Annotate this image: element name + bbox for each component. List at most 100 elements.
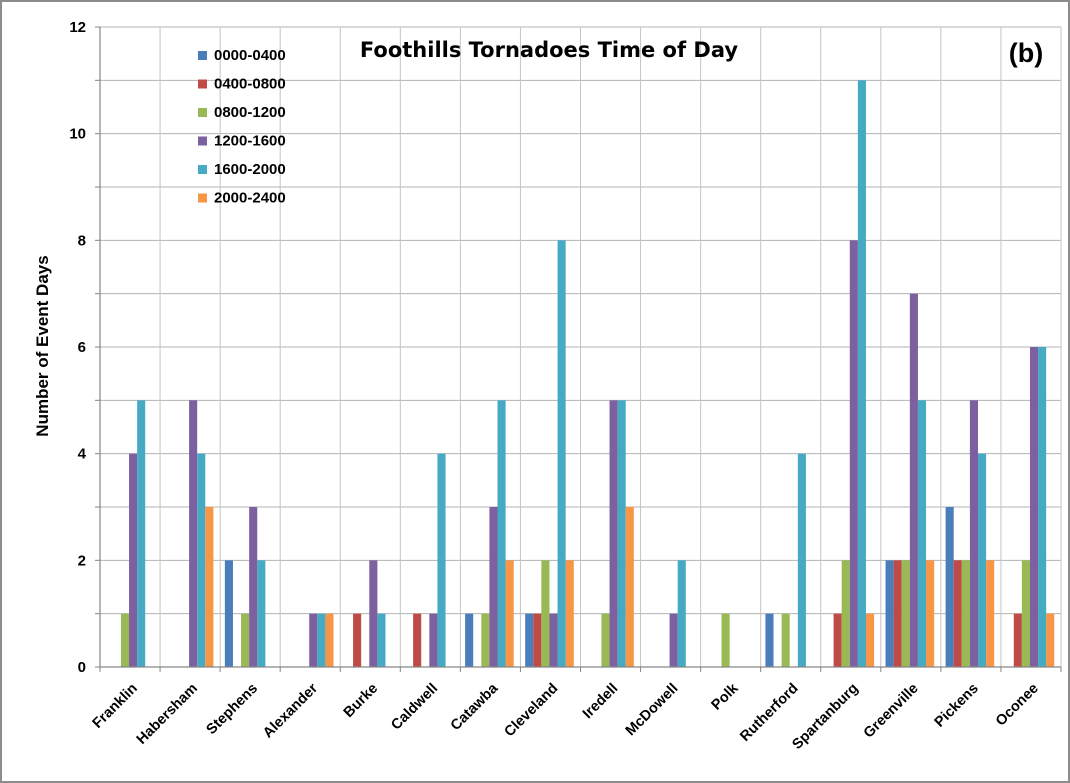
legend-swatch — [198, 193, 207, 203]
bar-0400-0800-Burke — [353, 613, 362, 667]
bar-1600-2000-Burke — [377, 613, 386, 667]
legend: 0000-0400 0400-0800 0800-1200 1200-1600 1600… — [198, 47, 286, 207]
bar-1200-1600-Greenville — [909, 293, 918, 667]
bar-0000-0400-Greenville — [885, 560, 894, 667]
bar-1600-2000-Stephens — [257, 560, 266, 667]
axes — [95, 26, 1062, 672]
legend-swatch — [198, 79, 207, 89]
bar-1200-1600-Habersham — [189, 400, 198, 667]
bar-1200-1600-Franklin — [129, 453, 138, 667]
x-category-label: Stephens — [204, 681, 261, 738]
bar-0800-1200-Pickens — [961, 560, 970, 667]
bar-1600-2000-Habersham — [197, 453, 206, 667]
y-tick-label: 12 — [69, 19, 86, 36]
legend-swatch — [198, 51, 207, 60]
y-tick-labels: 0 2 4 6 8 10 12 — [69, 19, 86, 676]
bar-0800-1200-Rutherford — [781, 613, 790, 667]
bar-1200-1600-Caldwell — [429, 613, 438, 667]
bar-1600-2000-McDowell — [677, 560, 686, 667]
legend-swatch — [198, 165, 207, 174]
bar-2000-2400-Spartanburg — [865, 613, 875, 667]
bar-2000-2400-Oconee — [1046, 613, 1055, 667]
x-category-label: Iredell — [580, 681, 622, 723]
bar-1600-2000-Franklin — [137, 400, 146, 667]
bar-1600-2000-Oconee — [1038, 347, 1047, 667]
legend-label: 1600-2000 — [214, 161, 286, 178]
bar-0400-0800-Spartanburg — [833, 613, 842, 667]
bar-0800-1200-Stephens — [241, 613, 250, 667]
y-tick-label: 8 — [78, 232, 86, 249]
x-category-label: Rutherford — [737, 681, 801, 745]
x-category-label: Greenville — [861, 681, 922, 742]
bar-1600-2000-Iredell — [617, 400, 626, 667]
bar-0000-0400-Pickens — [945, 507, 954, 667]
bar-1600-2000-Spartanburg — [857, 80, 866, 668]
bar-1600-2000-Rutherford — [797, 453, 806, 667]
legend-label: 2000-2400 — [214, 190, 286, 207]
legend-label: 0800-1200 — [214, 104, 286, 121]
bar-0800-1200-Cleveland — [541, 560, 550, 667]
bar-0800-1200-Iredell — [601, 613, 610, 667]
bar-1600-2000-Catawba — [497, 400, 506, 667]
bar-0800-1200-Franklin — [120, 613, 130, 667]
bar-1600-2000-Greenville — [917, 400, 927, 667]
panel-tag: (b) — [1009, 38, 1043, 68]
x-category-label: Franklin — [90, 681, 141, 732]
bar-2000-2400-Catawba — [505, 560, 514, 667]
x-category-label: Pickens — [932, 681, 982, 731]
bar-0800-1200-Oconee — [1021, 560, 1030, 667]
bar-0400-0800-Pickens — [953, 560, 962, 667]
x-category-label: Habersham — [134, 681, 201, 748]
bar-2000-2400-Habersham — [205, 507, 214, 667]
bar-1200-1600-Spartanburg — [849, 240, 858, 668]
y-tick-label: 2 — [78, 552, 86, 569]
bar-1600-2000-Caldwell — [437, 453, 446, 667]
y-tick-label: 6 — [78, 339, 86, 356]
bar-1200-1600-Oconee — [1029, 347, 1039, 667]
bar-2000-2400-Pickens — [986, 560, 995, 667]
legend-swatch — [198, 108, 207, 117]
legend-label: 0000-0400 — [214, 47, 286, 64]
bar-1200-1600-Cleveland — [549, 613, 558, 667]
x-category-label: Burke — [341, 681, 381, 721]
x-category-label: McDowell — [623, 681, 682, 740]
bar-2000-2400-Iredell — [625, 507, 634, 667]
bar-1600-2000-Pickens — [978, 453, 987, 667]
bar-0400-0800-Cleveland — [533, 613, 542, 667]
bar-1200-1600-Burke — [369, 560, 378, 667]
bar-0000-0400-Cleveland — [525, 613, 534, 667]
bar-2000-2400-Cleveland — [565, 560, 574, 667]
bar-0000-0400-Catawba — [465, 613, 474, 667]
bar-0000-0400-Stephens — [224, 560, 233, 667]
bars — [120, 80, 1055, 668]
bar-0800-1200-Spartanburg — [841, 560, 850, 667]
bar-1200-1600-Catawba — [489, 507, 498, 667]
bar-1200-1600-Iredell — [609, 400, 618, 667]
bar-0400-0800-Caldwell — [413, 613, 422, 667]
y-axis-label: Number of Event Days — [33, 255, 52, 436]
legend-label: 0400-0800 — [214, 76, 286, 93]
x-category-label: Cleveland — [502, 681, 562, 741]
bar-1200-1600-McDowell — [669, 613, 678, 667]
legend-label: 1200-1600 — [214, 133, 286, 150]
y-tick-label: 0 — [78, 659, 86, 676]
y-tick-label: 10 — [69, 126, 86, 143]
bar-0800-1200-Greenville — [901, 560, 910, 667]
y-tick-label: 4 — [78, 446, 87, 463]
bar-0000-0400-Rutherford — [765, 613, 774, 667]
bar-1200-1600-Stephens — [249, 507, 258, 667]
x-category-label: Caldwell — [388, 681, 441, 734]
x-category-label: Polk — [709, 680, 743, 714]
bar-1200-1600-Alexander — [309, 613, 318, 667]
legend-swatch — [198, 136, 207, 146]
x-category-label: Alexander — [260, 680, 321, 741]
x-category-label: Oconee — [993, 681, 1042, 730]
bar-1200-1600-Pickens — [969, 400, 979, 667]
bar-0400-0800-Oconee — [1013, 613, 1022, 667]
x-category-label: Catawba — [448, 680, 502, 734]
bar-0400-0800-Greenville — [893, 560, 902, 667]
bar-1600-2000-Alexander — [317, 613, 326, 667]
bar-0800-1200-Polk — [721, 613, 730, 667]
